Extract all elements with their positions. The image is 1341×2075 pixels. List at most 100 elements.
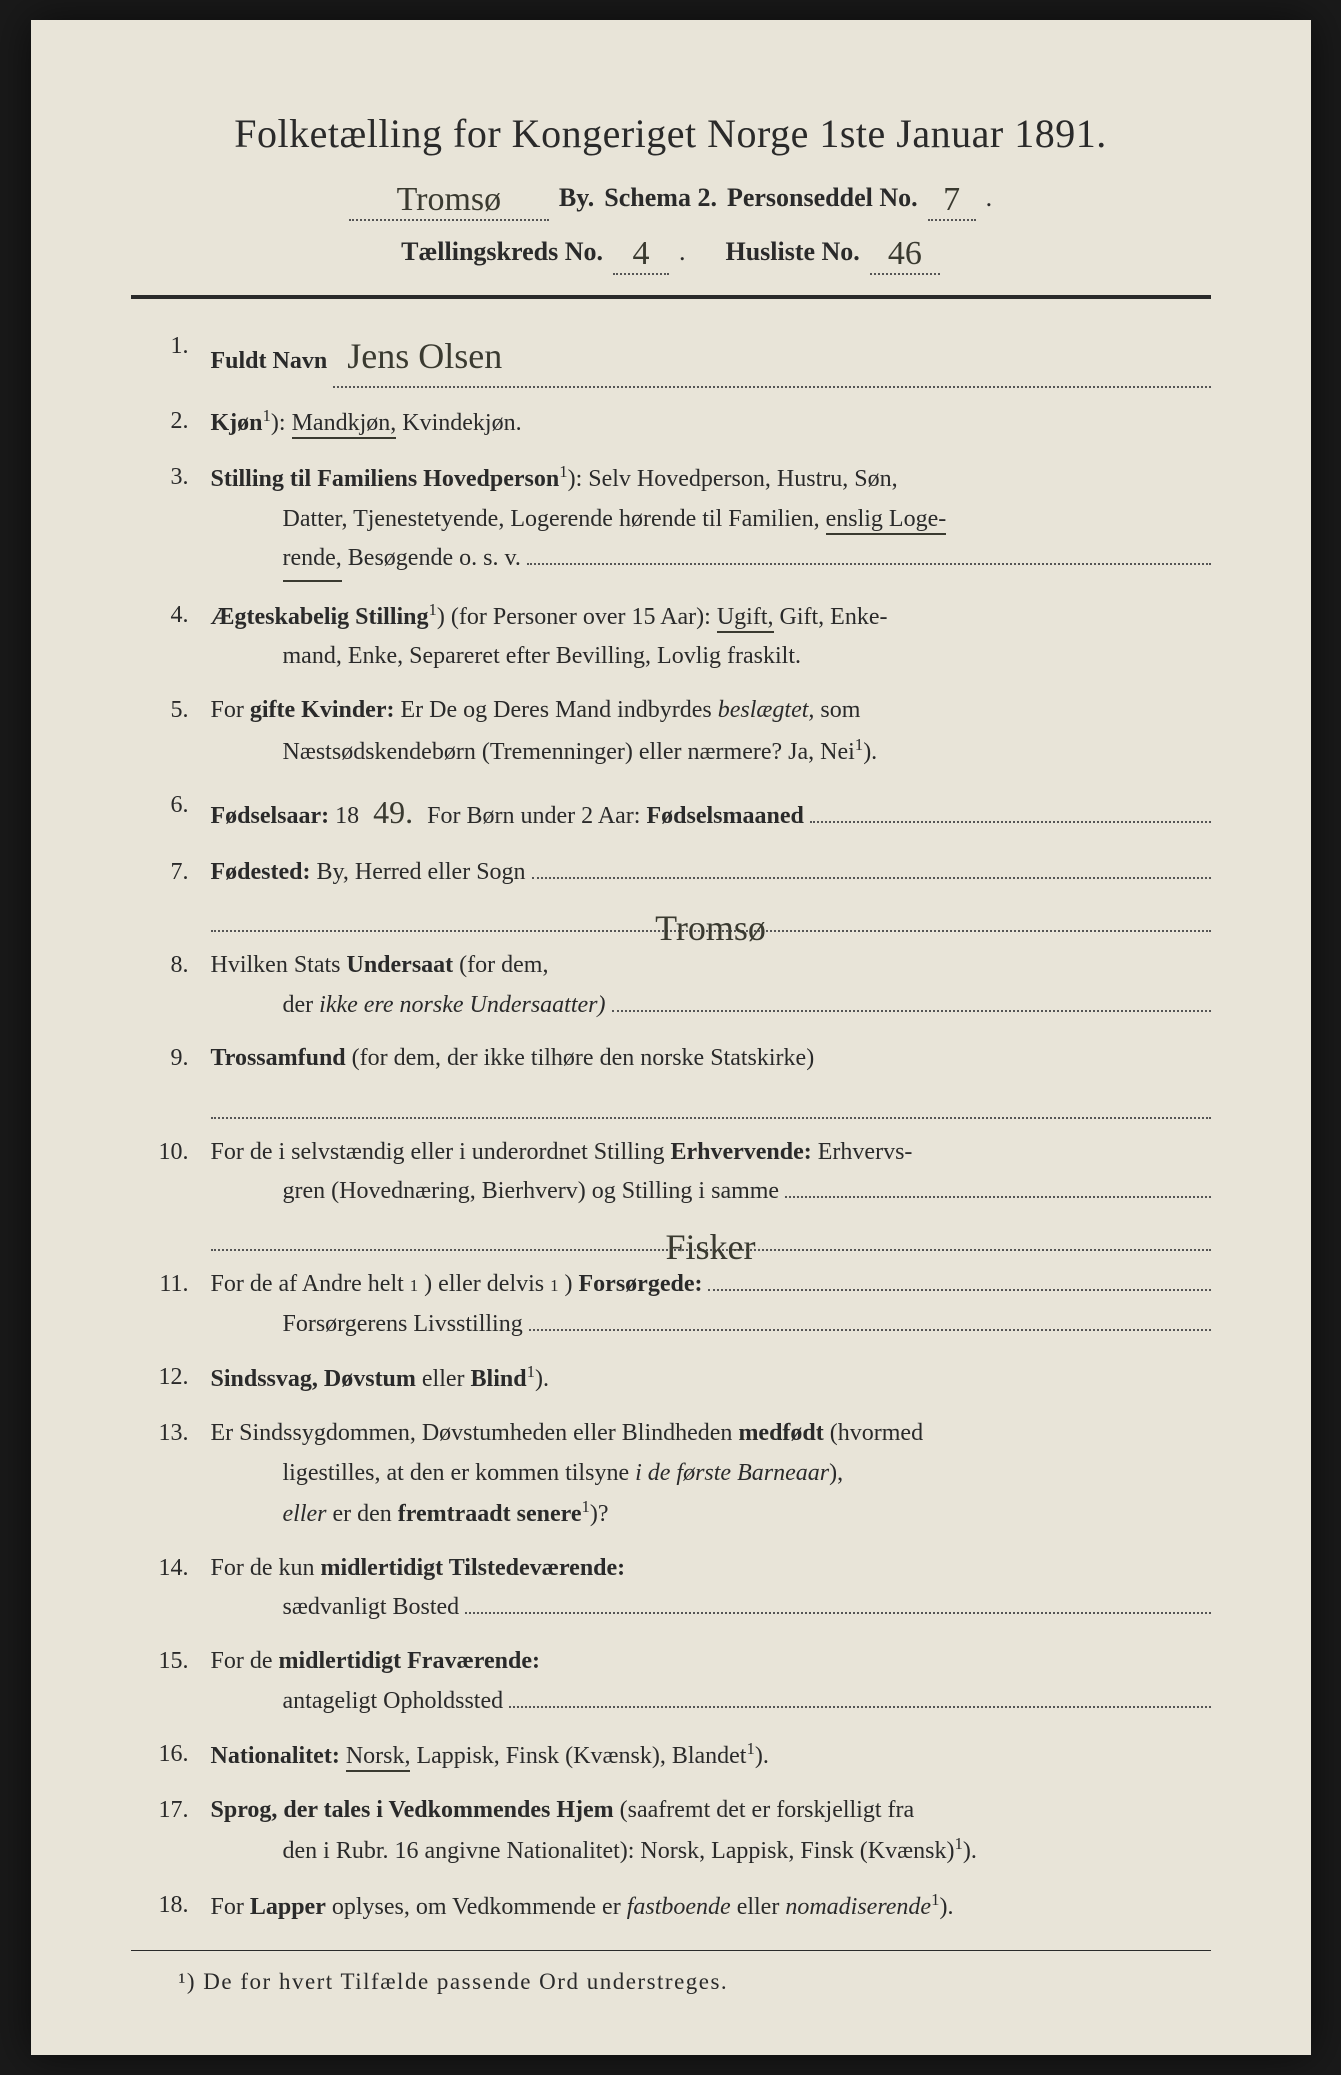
f17-t1: (saafremt det er forskjelligt fra xyxy=(614,1797,915,1823)
f18-t3: eller xyxy=(731,1894,786,1920)
f13-t2: (hvormed xyxy=(824,1420,923,1446)
f2-post: Kvindekjøn. xyxy=(402,410,521,436)
f7-text: By, Herred eller Sogn xyxy=(316,853,525,893)
field-18-lapp: For Lapper oplyses, om Vedkommende er fa… xyxy=(211,1886,1211,1928)
f3-label: Stilling til Familiens Hovedperson xyxy=(211,466,560,492)
f3-t3: rende, xyxy=(283,539,342,582)
field-6-birthyear: Fødselsaar: 1849. For Børn under 2 Aar: … xyxy=(211,786,1211,839)
f13-b2: fremtraadt senere xyxy=(398,1501,582,1527)
field-2-sex: Kjøn1): Mandkjøn, Kvindekjøn. xyxy=(211,402,1211,444)
f3-t1: ): Selv Hovedperson, Hustru, Søn, xyxy=(568,466,898,492)
f16-ul: Norsk, xyxy=(346,1743,411,1772)
form-header: Folketælling for Kongeriget Norge 1ste J… xyxy=(131,110,1211,271)
f6-pre: 18 xyxy=(335,797,359,837)
f8-t3: der xyxy=(283,986,314,1026)
f18-t2: oplyses, om Vedkommende er xyxy=(326,1894,627,1920)
divider-thick xyxy=(131,295,1211,299)
f4-t1: ) (for Personer over 15 Aar): xyxy=(437,604,717,630)
f2-pre: Kjøn xyxy=(211,410,263,436)
husliste-label: Husliste No. xyxy=(725,237,859,267)
personseddel-label: Personseddel No. xyxy=(727,183,918,213)
f10-t2: Erhvervs- xyxy=(812,1139,913,1165)
f1-label: Fuldt Navn xyxy=(211,342,328,382)
f15-b: midlertidigt Fraværende: xyxy=(279,1648,541,1674)
f5-i1: beslægtet, xyxy=(718,697,815,723)
field-1-name: Fuldt Navn Jens Olsen xyxy=(211,327,1211,388)
f9-b: Trossamfund xyxy=(211,1045,346,1071)
by-label: By. xyxy=(559,183,594,213)
field-13-disability-onset: Er Sindssygdommen, Døvstumheden eller Bl… xyxy=(211,1414,1211,1535)
f10-b: Erhvervende: xyxy=(670,1139,811,1165)
field-16-nationality: Nationalitet: Norsk, Lappisk, Finsk (Kvæ… xyxy=(211,1735,1211,1777)
f13-t5: er den xyxy=(326,1501,397,1527)
f11-b: Forsørgede: xyxy=(579,1265,703,1305)
f12-t: eller xyxy=(416,1366,471,1392)
f6-hw: 49. xyxy=(365,786,421,839)
f18-t1: For xyxy=(211,1894,250,1920)
f6-t2: For Børn under 2 Aar: xyxy=(427,797,640,837)
divider-thin xyxy=(131,1950,1211,1951)
f3-t4: Besøgende o. s. v. xyxy=(348,539,521,579)
f5-t3: Næstsødskendebørn (Tremenninger) eller n… xyxy=(283,739,855,765)
f5-t1: Er De og Deres Mand indbyrdes xyxy=(394,697,717,723)
city-handwritten: Tromsø xyxy=(349,181,549,221)
f13-t1: Er Sindssygdommen, Døvstumheden eller Bl… xyxy=(211,1420,739,1446)
header-line-2: Tællingskreds No. 4 . Husliste No. 46 xyxy=(131,231,1211,271)
f8-t2: (for dem, xyxy=(453,952,548,978)
f4-ul: Ugift, xyxy=(717,604,774,633)
f11-t3: Forsørgerens Livsstilling xyxy=(283,1305,523,1345)
f14-t2: sædvanligt Bosted xyxy=(283,1588,460,1628)
f13-b1: medfødt xyxy=(738,1420,823,1446)
f4-label: Ægteskabelig Stilling xyxy=(211,604,429,630)
f13-t3: ligestilles, at den er kommen tilsyne xyxy=(283,1460,636,1486)
f6-b2: Fødselsmaaned xyxy=(646,797,803,837)
f5-t2: som xyxy=(814,697,860,723)
f15-t1: For de xyxy=(211,1648,279,1674)
husliste-no: 46 xyxy=(870,235,940,275)
field-17-language: Sprog, der tales i Vedkommendes Hjem (sa… xyxy=(211,1791,1211,1872)
f18-i2: nomadiserende xyxy=(785,1894,931,1920)
schema-label: Schema 2. xyxy=(604,183,717,213)
field-15-temp-absent: For de midlertidigt Fraværende: antageli… xyxy=(211,1642,1211,1721)
field-9-religion: Trossamfund (for dem, der ikke tilhøre d… xyxy=(211,1039,1211,1118)
form-title: Folketælling for Kongeriget Norge 1ste J… xyxy=(131,110,1211,157)
f3-ul: enslig Loge- xyxy=(826,506,947,535)
f13-i: i de første Barneaar xyxy=(635,1460,829,1486)
f13-t4: ), xyxy=(829,1460,843,1486)
f5-pre: For xyxy=(211,697,250,723)
header-line-1: Tromsø By. Schema 2. Personseddel No. 7 … xyxy=(131,177,1211,217)
f16-b: Nationalitet: xyxy=(211,1743,340,1769)
f1-value: Jens Olsen xyxy=(333,327,1210,388)
kreds-label: Tællingskreds No. xyxy=(401,237,603,267)
f17-t2: den i Rubr. 16 angivne Nationalitet): No… xyxy=(283,1838,955,1864)
field-12-disability: Sindssvag, Døvstum eller Blind1). xyxy=(211,1358,1211,1400)
census-form-page: Folketælling for Kongeriget Norge 1ste J… xyxy=(31,20,1311,2055)
field-3-relation: Stilling til Familiens Hovedperson1): Se… xyxy=(211,458,1211,582)
f11-t2: ) eller delvis xyxy=(424,1265,544,1305)
f8-b: Undersaat xyxy=(347,952,454,978)
kreds-no: 4 xyxy=(613,235,669,275)
field-list: Fuldt Navn Jens Olsen Kjøn1): Mandkjøn, … xyxy=(131,327,1211,1928)
period: . xyxy=(986,183,993,213)
f13-i2: eller xyxy=(283,1501,327,1527)
f6-label: Fødselsaar: xyxy=(211,797,330,837)
field-7-birthplace: Fødested: By, Herred eller Sogn Tromsø xyxy=(211,853,1211,932)
f5-b: gifte Kvinder: xyxy=(250,697,395,723)
f10-hw: Fisker xyxy=(658,1227,764,1267)
f2-underlined: Mandkjøn, xyxy=(292,410,397,439)
footnote: ¹) De for hvert Tilfælde passende Ord un… xyxy=(131,1969,1211,1995)
field-11-dependents: For de af Andre helt1) eller delvis1) Fo… xyxy=(211,1265,1211,1344)
field-14-temp-present: For de kun midlertidigt Tilstedeværende:… xyxy=(211,1549,1211,1628)
field-4-marital: Ægteskabelig Stilling1) (for Personer ov… xyxy=(211,596,1211,677)
f9-text: (for dem, der ikke tilhøre den norske St… xyxy=(346,1045,815,1071)
f12-b2: Blind xyxy=(471,1366,527,1392)
field-8-citizenship: Hvilken Stats Undersaat (for dem, der ik… xyxy=(211,946,1211,1025)
f14-b: midlertidigt Tilstedeværende: xyxy=(321,1555,626,1581)
f11-t1: For de af Andre helt xyxy=(211,1265,404,1305)
f8-i: ikke ere norske Undersaatter) xyxy=(319,986,605,1026)
f18-b: Lapper xyxy=(250,1894,326,1920)
f15-t2: antageligt Opholdssted xyxy=(283,1682,504,1722)
f17-b: Sprog, der tales i Vedkommendes Hjem xyxy=(211,1797,614,1823)
field-5-married-women: For gifte Kvinder: Er De og Deres Mand i… xyxy=(211,691,1211,772)
f7-label: Fødested: xyxy=(211,853,311,893)
